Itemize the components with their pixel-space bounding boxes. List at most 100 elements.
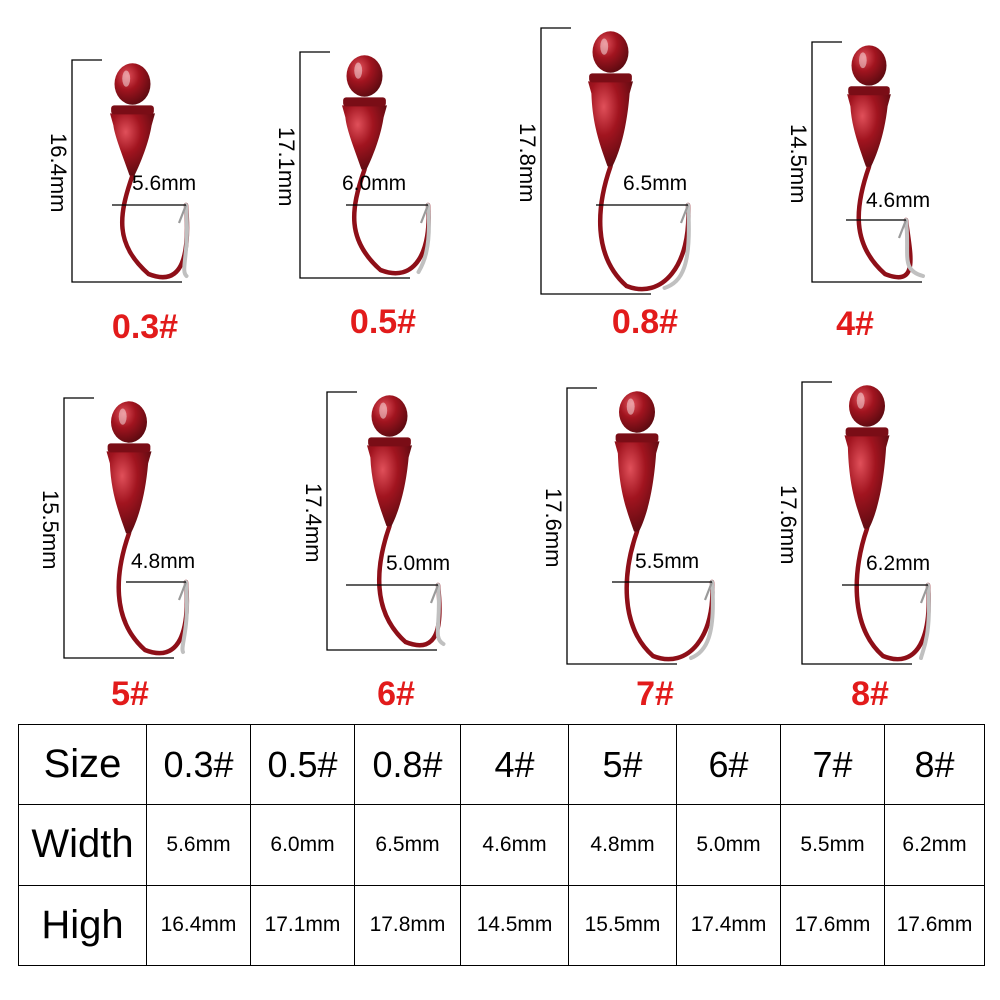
table-size-cell: 8#: [884, 723, 985, 806]
hook-barb: [429, 584, 440, 604]
hook-illustration: [63, 397, 190, 659]
table-width-cell: 6.2mm: [884, 804, 985, 886]
height-bracket: [299, 51, 410, 279]
hook-shank: [597, 164, 691, 292]
hook-shank: [856, 164, 913, 280]
spec-table: Size 0.3# 0.5# 0.8# 4# 5# 6# 7# 8# Width…: [18, 723, 985, 967]
hook-illustration: [326, 391, 446, 651]
table-width-cell: 6.0mm: [250, 804, 355, 886]
size-label: 6#: [377, 675, 415, 713]
table-height-cell: 17.1mm: [250, 884, 355, 967]
hook-barb: [177, 581, 188, 601]
width-label: 6.0mm: [342, 172, 407, 195]
table-height-cell: 17.4mm: [676, 884, 781, 967]
table-width-cell: 4.6mm: [460, 804, 569, 886]
bead-highlight: [354, 62, 363, 79]
bead-highlight: [122, 70, 131, 87]
hook-barb: [919, 584, 930, 604]
hook-barb: [177, 204, 188, 224]
bead-body: [110, 113, 155, 176]
bead-head: [851, 45, 887, 86]
width-label: 4.6mm: [866, 189, 931, 212]
hook-barb: [419, 204, 430, 224]
hook-barb: [703, 581, 714, 601]
table-size-cell: 5#: [568, 723, 677, 806]
table-height-cell: 15.5mm: [568, 884, 677, 967]
hook-illustration: [540, 27, 691, 295]
bead-head: [114, 63, 151, 105]
hook-illustration: [299, 51, 431, 279]
width-row: Width 5.6mm 6.0mm 6.5mm 4.6mm 4.8mm 5.0m…: [18, 804, 985, 886]
bead-neck: [848, 86, 890, 96]
width-label: 6.5mm: [623, 172, 688, 195]
row-header-high: High: [18, 884, 147, 967]
width-label: 6.2mm: [866, 552, 931, 575]
hook-point: [180, 580, 189, 654]
row-header-width: Width: [18, 804, 147, 886]
bead-neck: [107, 443, 151, 453]
table-height-cell: 14.5mm: [460, 884, 569, 967]
bead-neck: [589, 73, 632, 83]
size-label: 5#: [111, 675, 149, 713]
hook-illustration: [801, 381, 931, 665]
size-label: 8#: [851, 675, 889, 713]
table-height-cell: 17.6mm: [780, 884, 885, 967]
table-size-cell: 0.3#: [146, 723, 251, 806]
hook-point: [689, 580, 715, 660]
size-row: Size 0.3# 0.5# 0.8# 4# 5# 6# 7# 8#: [18, 723, 985, 806]
size-label: 0.8#: [611, 303, 679, 341]
height-bracket: [566, 387, 677, 665]
bead-neck: [845, 427, 889, 437]
height-bracket: [540, 27, 651, 295]
hook-barb: [897, 219, 908, 239]
bead-body: [367, 445, 412, 527]
size-label: 4#: [836, 305, 874, 343]
bead-head: [619, 391, 655, 433]
height-bracket: [71, 59, 182, 283]
bead-highlight: [859, 52, 867, 69]
bead-body: [614, 441, 660, 532]
size-label: 0.3#: [111, 308, 179, 346]
hook-shank: [854, 526, 931, 662]
hook-point: [435, 583, 446, 646]
height-label: 17.6mm: [776, 485, 801, 565]
table-height-cell: 17.6mm: [884, 884, 985, 967]
bead-head: [592, 31, 629, 73]
hook-point: [662, 203, 691, 290]
hook-point: [904, 218, 925, 278]
bead-head: [371, 395, 408, 437]
bead-body: [588, 81, 633, 167]
size-label: 0.5#: [349, 303, 417, 341]
bead-highlight: [118, 408, 127, 425]
table-size-cell: 7#: [780, 723, 885, 806]
hook-illustration: [811, 41, 925, 283]
table-size-cell: 4#: [460, 723, 569, 806]
bead-highlight: [856, 392, 865, 409]
table-height-cell: 17.8mm: [354, 884, 461, 967]
bead-neck: [111, 105, 154, 115]
width-label: 4.8mm: [131, 550, 196, 573]
table-height-cell: 16.4mm: [146, 884, 251, 967]
hook-barb: [679, 204, 690, 224]
hook-point: [919, 583, 931, 660]
hook-illustration: [566, 387, 715, 665]
width-label: 5.0mm: [386, 552, 451, 575]
bead-head: [111, 401, 147, 443]
hook-illustration: [71, 59, 190, 283]
bead-body: [342, 105, 387, 170]
hook-shank: [624, 529, 715, 662]
height-bracket: [811, 41, 922, 283]
width-label: 5.5mm: [635, 550, 700, 573]
bead-body: [844, 435, 890, 529]
bead-highlight: [379, 402, 388, 419]
bead-head: [849, 385, 885, 427]
table-size-cell: 6#: [676, 723, 781, 806]
bead-head: [346, 55, 383, 97]
hook-point: [416, 203, 431, 274]
table-size-cell: 0.8#: [354, 723, 461, 806]
table-width-cell: 5.6mm: [146, 804, 251, 886]
height-bracket: [326, 391, 437, 651]
width-label: 5.6mm: [132, 172, 197, 195]
bead-body: [106, 451, 152, 534]
